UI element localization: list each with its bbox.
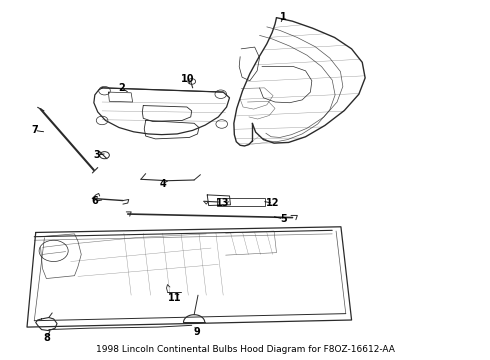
Text: 13: 13 xyxy=(216,198,229,208)
Text: 3: 3 xyxy=(94,150,100,160)
Text: 2: 2 xyxy=(118,83,125,93)
Text: 4: 4 xyxy=(159,179,166,189)
Text: 1998 Lincoln Continental Bulbs Hood Diagram for F8OZ-16612-AA: 1998 Lincoln Continental Bulbs Hood Diag… xyxy=(96,345,394,354)
Text: 11: 11 xyxy=(168,293,181,303)
Text: 10: 10 xyxy=(181,74,195,84)
Text: 12: 12 xyxy=(267,198,280,208)
Text: 5: 5 xyxy=(280,214,287,224)
Text: 7: 7 xyxy=(31,125,38,135)
Text: 8: 8 xyxy=(43,333,50,343)
Text: 9: 9 xyxy=(193,327,200,337)
Text: 1: 1 xyxy=(280,12,287,22)
Text: 6: 6 xyxy=(92,196,98,206)
